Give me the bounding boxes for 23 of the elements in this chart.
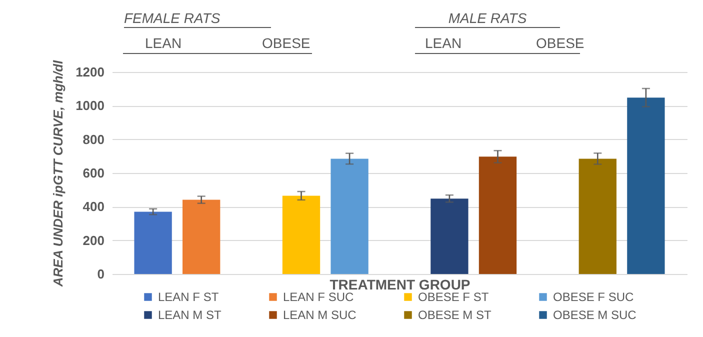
y-tick-label: 200	[82, 232, 104, 248]
text: FEMALE RATS	[124, 10, 271, 28]
y-axis-title: AREA UNDER ipGTT CURVE, mgh/dl	[50, 60, 66, 288]
text: OBESE	[536, 35, 584, 51]
legend-label: OBESE F SUC	[553, 290, 634, 304]
legend-label: OBESE M SUC	[553, 308, 637, 322]
legend-label: LEAN F ST	[158, 290, 220, 304]
legend-label: LEAN M SUC	[283, 308, 357, 322]
x-axis-title: TREATMENT GROUP	[330, 276, 470, 292]
legend-label: OBESE M ST	[418, 308, 492, 322]
legend-label: OBESE F ST	[418, 290, 490, 304]
y-tick-label: 600	[82, 166, 104, 180]
y-tick-label: 1200	[76, 64, 104, 80]
legend-label: LEAN M ST	[158, 308, 222, 322]
text: OBESE	[262, 35, 310, 51]
y-tick-label: 400	[82, 199, 104, 214]
legend-label: LEAN F SUC	[283, 290, 354, 304]
y-tick-label: 0	[97, 266, 104, 282]
y-tick-label: 1000	[76, 98, 104, 114]
text: LEAN	[425, 35, 462, 51]
text: LEAN	[145, 35, 182, 51]
y-tick-label: 800	[82, 132, 104, 147]
text: MALE RATS	[415, 10, 560, 28]
